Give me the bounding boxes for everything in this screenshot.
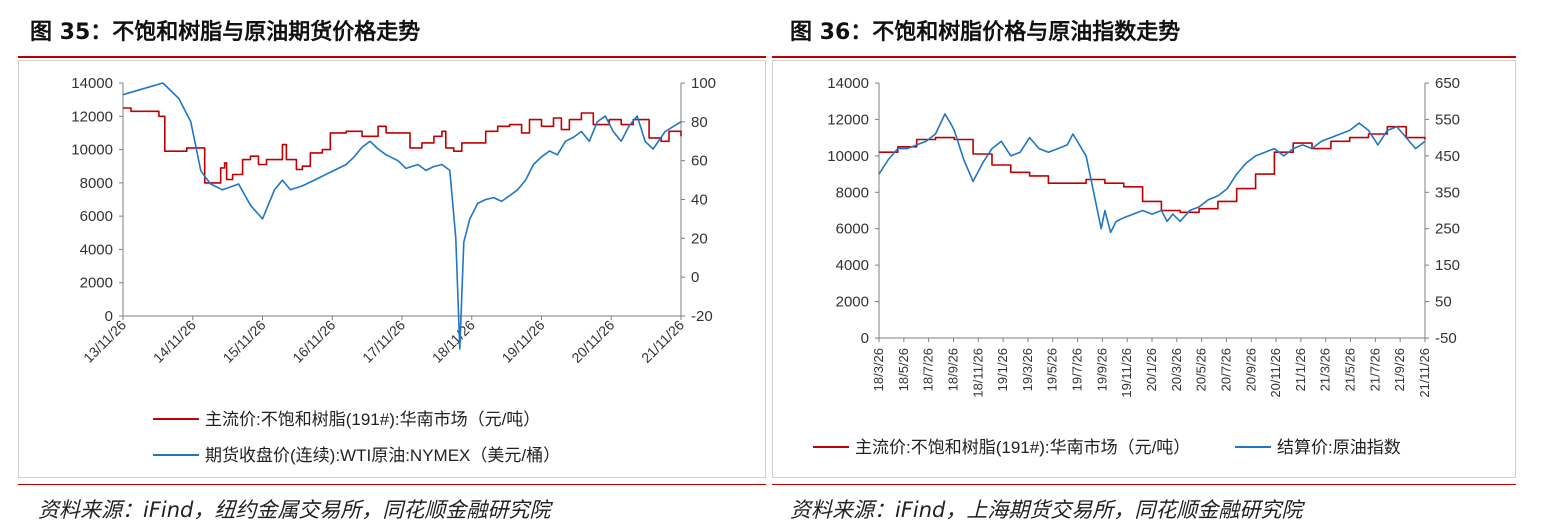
x-tick-label: 16/11/26 [289, 317, 338, 366]
resin-price-line [123, 107, 682, 184]
x-tick-label: 20/3/26 [1169, 348, 1184, 391]
y-right-tick-label: 250 [1435, 221, 1460, 238]
y-left-tick-label: 2000 [80, 275, 113, 292]
x-tick-label: 21/5/26 [1343, 348, 1358, 391]
y-left-tick-label: 12000 [827, 111, 869, 128]
y-left-tick-label: 4000 [836, 257, 869, 274]
y-right-tick-label: -20 [691, 308, 713, 325]
title-rule [18, 56, 766, 58]
x-tick-label: 21/1/26 [1293, 348, 1308, 391]
x-tick-label: 21/11/26 [1417, 348, 1432, 398]
x-tick-label: 19/9/26 [1094, 348, 1109, 391]
y-right-tick-label: 650 [1435, 75, 1460, 92]
y-right-tick-label: 550 [1435, 111, 1460, 128]
x-tick-label: 17/11/26 [359, 317, 408, 366]
x-tick-label: 19/3/26 [1020, 348, 1035, 391]
resin-price-line [879, 125, 1426, 214]
x-tick-label: 18/3/26 [871, 348, 886, 391]
crude-oil-line [122, 82, 682, 350]
source-rule [18, 484, 766, 485]
figure-35-source: 资料来源：iFind，纽约金属交易所，同花顺金融研究院 [38, 498, 551, 522]
x-tick-label: 18/7/26 [921, 348, 936, 391]
y-left-tick-label: 10000 [71, 142, 113, 159]
y-left-tick-label: 2000 [836, 294, 869, 311]
y-right-tick-label: 40 [691, 192, 708, 209]
x-tick-label: 21/3/26 [1318, 348, 1333, 391]
y-right-tick-label: 350 [1435, 184, 1460, 201]
x-tick-label: 19/5/26 [1045, 348, 1060, 391]
x-tick-label: 20/7/26 [1218, 348, 1233, 391]
x-tick-label: 19/7/26 [1070, 348, 1085, 391]
y-right-tick-label: 50 [1435, 294, 1452, 311]
y-right-tick-label: 20 [691, 230, 708, 247]
x-tick-label: 21/11/26 [638, 317, 687, 366]
y-right-tick-label: 100 [691, 75, 716, 92]
x-tick-label: 20/9/26 [1243, 348, 1258, 391]
y-left-tick-label: 6000 [80, 208, 113, 225]
x-tick-label: 19/11/26 [1119, 348, 1134, 398]
figure-36-source: 资料来源：iFind，上海期货交易所，同花顺金融研究院 [790, 498, 1303, 522]
figure-35-title: 图 35：不饱和树脂与原油期货价格走势 [30, 20, 421, 45]
y-right-tick-label: -50 [1435, 330, 1457, 347]
x-tick-label: 21/9/26 [1392, 348, 1407, 391]
y-left-tick-label: 8000 [80, 175, 113, 192]
x-tick-label: 20/5/26 [1194, 348, 1209, 391]
y-right-tick-label: 450 [1435, 148, 1460, 165]
figure-36-panel: 图 36：不饱和树脂价格与原油指数走势 0 2000 4000 6000 8000 100… [772, 0, 1544, 532]
legend-label: 主流价:不饱和树脂(191#):华南市场（元/吨） [855, 438, 1190, 457]
chart-frame: 0 2000 4000 6000 8000 10000 12000 14000 -50 50 150… [772, 60, 1516, 478]
legend-label: 期货收盘价(连续):WTI原油:NYMEX（美元/桶） [205, 446, 560, 465]
y-left-tick-label: 14000 [71, 75, 113, 92]
source-rule [772, 484, 1516, 485]
y-right-tick-label: 60 [691, 153, 708, 170]
y-right-tick-label: 80 [691, 114, 708, 131]
x-tick-label: 14/11/26 [150, 317, 199, 366]
y-left-tick-label: 4000 [80, 241, 113, 258]
title-rule [772, 56, 1516, 58]
y-left-tick-label: 12000 [71, 108, 113, 125]
chart-frame: 0 2000 4000 6000 8000 10000 12000 14000 -20 0 20 40… [18, 60, 766, 478]
x-tick-label: 20/11/26 [1268, 348, 1283, 398]
figure-36-title: 图 36：不饱和树脂价格与原油指数走势 [790, 20, 1181, 45]
x-tick-label: 18/9/26 [945, 348, 960, 391]
x-tick-label: 18/11/26 [970, 348, 985, 398]
y-right-tick-label: 0 [691, 269, 699, 286]
x-tick-label: 18/5/26 [896, 348, 911, 391]
chart-35-svg: 0 2000 4000 6000 8000 10000 12000 14000 -20 0 20 40… [71, 75, 716, 465]
y-left-tick-label: 0 [105, 308, 113, 325]
y-left-tick-label: 6000 [836, 221, 869, 238]
y-left-tick-label: 14000 [827, 75, 869, 92]
y-left-tick-label: 8000 [836, 184, 869, 201]
x-tick-label: 19/11/26 [498, 317, 547, 366]
legend-label: 主流价:不饱和树脂(191#):华南市场（元/吨） [205, 410, 540, 429]
x-tick-label: 19/1/26 [995, 348, 1010, 391]
y-left-tick-label: 10000 [827, 148, 869, 165]
x-tick-label: 21/7/26 [1367, 348, 1382, 391]
y-left-tick-label: 0 [861, 330, 869, 347]
y-right-tick-label: 150 [1435, 257, 1460, 274]
legend-label: 结算价:原油指数 [1277, 438, 1401, 457]
x-tick-label: 20/1/26 [1144, 348, 1159, 391]
chart-36-svg: 0 2000 4000 6000 8000 10000 12000 14000 -50 50 150… [813, 75, 1460, 457]
figure-35-panel: 图 35：不饱和树脂与原油期货价格走势 0 2000 4000 6000 8000 100… [18, 20, 766, 522]
x-tick-label: 15/11/26 [219, 317, 268, 366]
crude-oil-line [878, 113, 1426, 234]
x-tick-label: 18/11/26 [429, 317, 478, 366]
x-tick-label: 20/11/26 [568, 317, 617, 366]
